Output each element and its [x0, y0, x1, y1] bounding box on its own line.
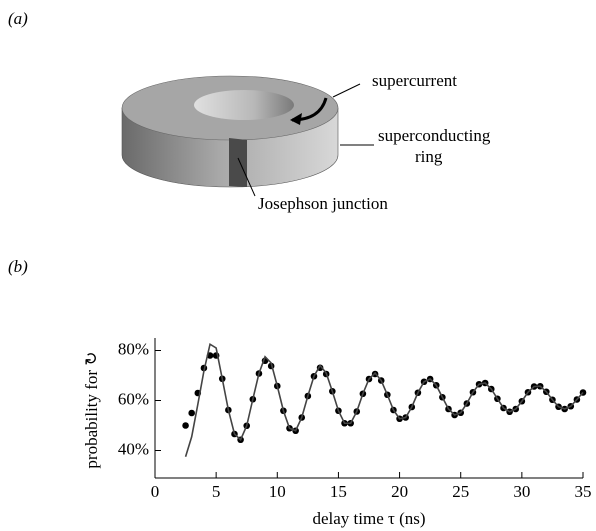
x-tick-label: 30 — [513, 482, 530, 501]
fit-line — [184, 342, 584, 457]
x-tick-label: 25 — [452, 482, 469, 501]
diagram-label: supercurrent — [372, 71, 457, 90]
ring-diagram — [121, 75, 374, 197]
y-tick-label: 80% — [118, 339, 149, 358]
y-tick-label: 60% — [118, 389, 149, 408]
diagram-label: superconducting — [378, 126, 491, 145]
x-tick-label: 10 — [269, 482, 286, 501]
x-tick-label: 20 — [391, 482, 408, 501]
x-tick-label: 5 — [212, 482, 221, 501]
x-tick-label: 0 — [151, 482, 160, 501]
data-point — [188, 409, 195, 417]
x-tick-label: 15 — [330, 482, 347, 501]
data-point — [182, 422, 189, 429]
diagram-label: ring — [415, 147, 443, 166]
y-tick-label: 40% — [118, 439, 149, 458]
y-axis-label: probability for ↻ — [82, 351, 101, 468]
diagram-label: Josephson junction — [258, 194, 388, 213]
panel-label: (a) — [8, 9, 28, 28]
x-tick-label: 35 — [575, 482, 592, 501]
panel-label: (b) — [8, 257, 28, 276]
x-axis-label: delay time τ (ns) — [312, 509, 425, 528]
